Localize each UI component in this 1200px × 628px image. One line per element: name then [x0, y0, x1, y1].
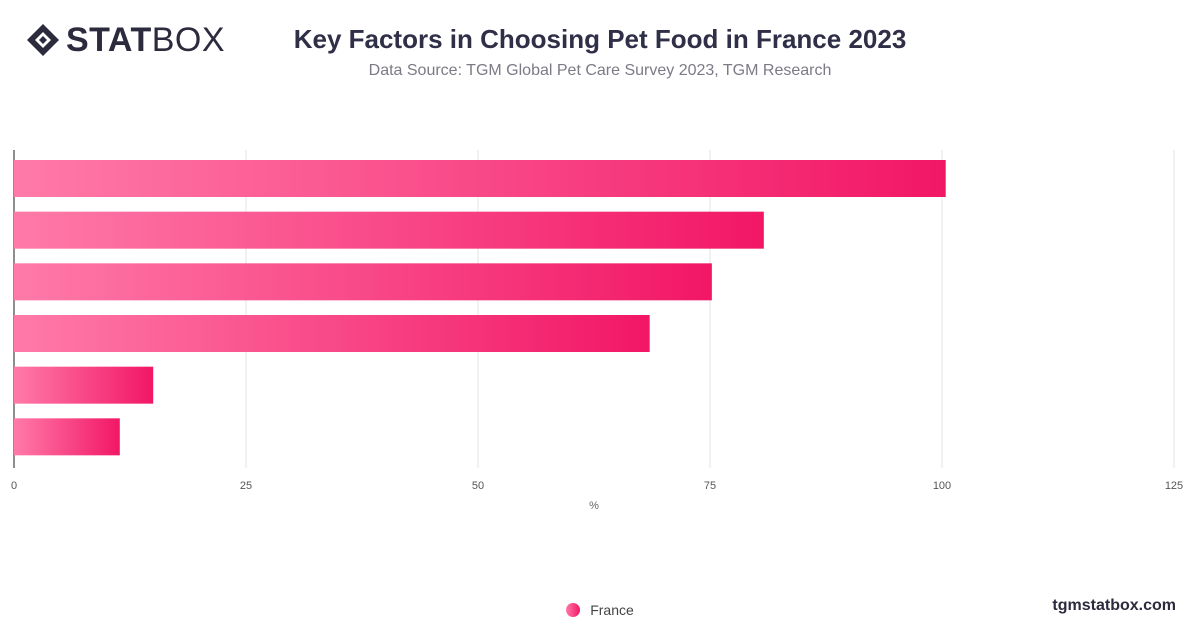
watermark: tgmstatbox.com — [1052, 597, 1176, 614]
x-tick-label: 100 — [933, 480, 951, 492]
diamond-logo-icon — [27, 24, 59, 56]
legend-swatch — [566, 603, 581, 617]
x-tick-label: 0 — [11, 480, 17, 492]
x-tick-label: 75 — [704, 480, 716, 492]
x-tick-label: 25 — [240, 480, 252, 492]
bar[interactable] — [14, 315, 650, 352]
chart-title: Key Factors in Choosing Pet Food in Fran… — [293, 24, 907, 54]
x-tick-label: 50 — [472, 480, 484, 492]
x-axis-label: % — [589, 500, 599, 512]
bar[interactable] — [14, 366, 154, 404]
x-axis-ticks: 0 25 50 75 100 125 — [11, 480, 1183, 492]
logo-text: STATBOX — [66, 22, 225, 58]
chart-subtitle: Data Source: TGM Global Pet Care Survey … — [368, 62, 832, 79]
logo-text-bold: STAT — [66, 21, 152, 59]
x-tick-label: 125 — [1165, 480, 1183, 492]
bar[interactable] — [14, 211, 764, 249]
gridlines — [13, 150, 1175, 468]
bars-group — [14, 160, 946, 456]
logo-text-light: BOX — [151, 21, 226, 59]
legend-label: France — [590, 602, 634, 618]
statbox-logo: STATBOX — [26, 22, 225, 58]
bar[interactable] — [14, 418, 120, 456]
bar[interactable] — [14, 263, 712, 301]
legend: France — [0, 602, 1200, 618]
bar[interactable] — [14, 160, 946, 197]
